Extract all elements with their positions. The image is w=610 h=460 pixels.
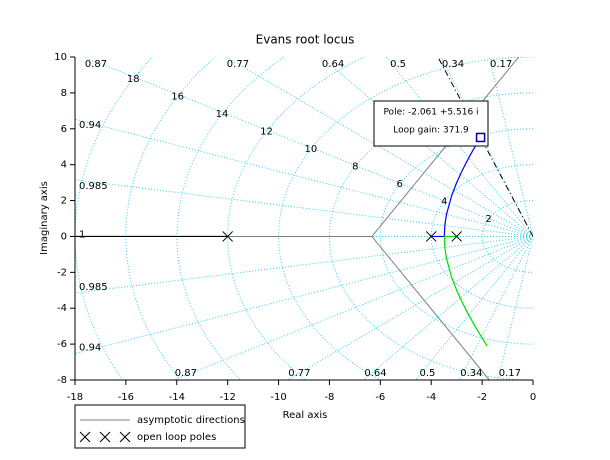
chart-title: Evans root locus bbox=[256, 33, 355, 47]
damping-label: 0.87 bbox=[175, 368, 197, 379]
damping-line bbox=[497, 236, 533, 380]
damping-line bbox=[440, 57, 533, 237]
x-tick-label: -6 bbox=[375, 392, 385, 403]
wn-label: 12 bbox=[260, 126, 273, 137]
damping-label: 0.985 bbox=[79, 282, 108, 293]
damping-line bbox=[83, 57, 533, 237]
datatip-box bbox=[373, 100, 489, 147]
x-tick-label: -18 bbox=[67, 392, 83, 403]
legend-label: asymptotic directions bbox=[137, 415, 245, 426]
damping-through-pole bbox=[437, 57, 533, 237]
wn-circle bbox=[481, 200, 533, 273]
wn-label: 8 bbox=[352, 161, 358, 172]
y-tick-label: -4 bbox=[57, 303, 67, 314]
x-tick-label: -14 bbox=[169, 392, 185, 403]
damping-line bbox=[75, 235, 533, 355]
damping-label: 0.17 bbox=[499, 368, 521, 379]
y-tick-label: 0 bbox=[61, 231, 67, 242]
damping-label: 0.94 bbox=[79, 120, 101, 131]
damping-line bbox=[225, 57, 533, 237]
y-tick-label: 6 bbox=[61, 124, 67, 135]
y-tick-label: -2 bbox=[57, 267, 67, 278]
damping-label: 0.77 bbox=[288, 368, 310, 379]
legend-marker bbox=[79, 431, 131, 443]
datatip-text: Loop gain: 371.9 bbox=[393, 126, 469, 136]
wn-label: 18 bbox=[127, 74, 140, 85]
damping-line bbox=[488, 57, 533, 237]
legend bbox=[74, 404, 246, 449]
x-tick-label: -12 bbox=[219, 392, 235, 403]
x-tick-label: -4 bbox=[426, 392, 436, 403]
damping-label: 0.64 bbox=[322, 59, 344, 70]
damping-line bbox=[287, 236, 533, 380]
locus-branch bbox=[443, 235, 488, 347]
damping-label: 0.5 bbox=[390, 59, 406, 70]
damping-label: 0.77 bbox=[227, 59, 249, 70]
damping-label: 0.94 bbox=[79, 343, 101, 354]
y-tick-label: 4 bbox=[61, 160, 67, 171]
legend-markers bbox=[79, 431, 131, 443]
damping-label: 0.985 bbox=[79, 181, 108, 192]
damping-line bbox=[415, 236, 533, 380]
y-tick-label: 8 bbox=[61, 88, 67, 99]
damping-label: 0.5 bbox=[420, 368, 436, 379]
wn-label: 2 bbox=[485, 214, 491, 225]
x-tick-label: -10 bbox=[270, 392, 286, 403]
damping-label: 0.64 bbox=[364, 368, 386, 379]
wn-label: 10 bbox=[305, 144, 318, 155]
wn-label: 14 bbox=[216, 109, 229, 120]
damping-line bbox=[75, 179, 533, 237]
x-tick-label: -8 bbox=[324, 392, 334, 403]
damping-line bbox=[75, 118, 533, 237]
damping-label: 0.34 bbox=[442, 59, 464, 70]
x-tick-label: 0 bbox=[530, 392, 536, 403]
x-tick-label: -2 bbox=[477, 392, 487, 403]
y-tick-label: -6 bbox=[57, 339, 67, 350]
damping-line bbox=[363, 236, 533, 380]
asymptote bbox=[371, 57, 520, 237]
wn-label: 16 bbox=[171, 91, 184, 102]
pole-marker bbox=[451, 231, 463, 242]
datatip-text: Pole: -2.061 +5.516 i bbox=[383, 108, 478, 118]
damping-line bbox=[320, 57, 533, 237]
asymptote bbox=[371, 236, 490, 380]
overlay: Pole: -2.061 +5.516 i Loop gain: 371.9 bbox=[373, 100, 489, 147]
legend-label: open loop poles bbox=[137, 432, 216, 443]
damping-label: 0.87 bbox=[85, 59, 107, 70]
y-tick-label: -8 bbox=[57, 375, 67, 386]
damping-label: 0.17 bbox=[490, 59, 512, 70]
damping-line bbox=[75, 235, 533, 294]
y-tick-label: 10 bbox=[54, 52, 67, 63]
damping-label: 0.34 bbox=[460, 368, 482, 379]
datatip-marker bbox=[475, 132, 486, 143]
x-axis-label: Real axis bbox=[283, 410, 328, 421]
pole-marker bbox=[222, 231, 234, 242]
y-tick-label: 2 bbox=[61, 196, 67, 207]
wn-label: 6 bbox=[397, 179, 403, 190]
y-axis-label: Imaginary axis bbox=[39, 181, 50, 255]
pole-marker bbox=[425, 231, 437, 242]
wn-label: 4 bbox=[441, 196, 447, 207]
damping-label: 1 bbox=[79, 229, 85, 240]
x-tick-label: -16 bbox=[118, 392, 134, 403]
